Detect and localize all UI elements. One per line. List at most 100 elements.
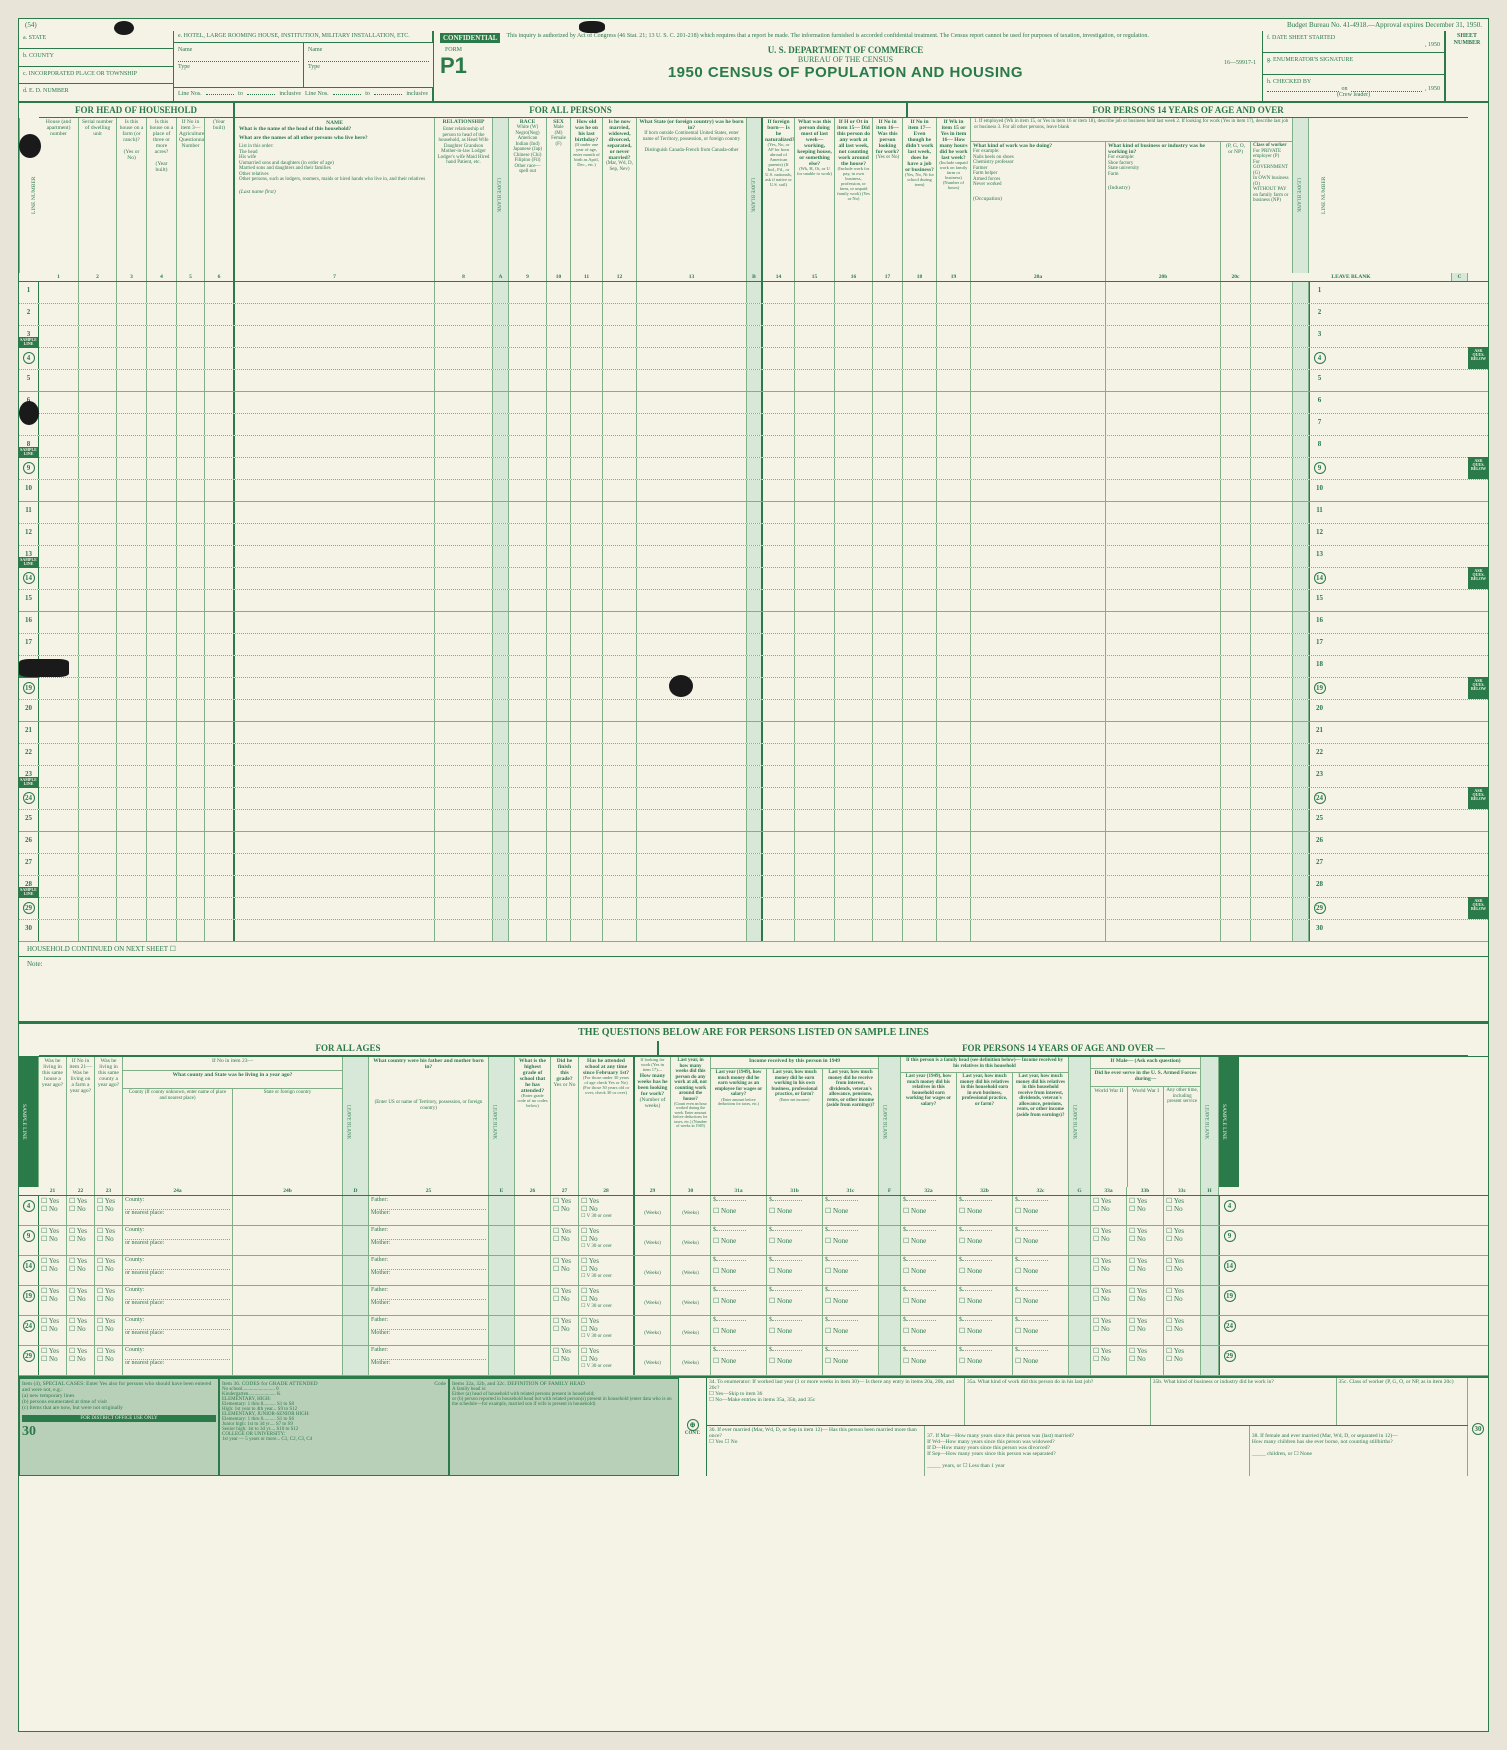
leave-blank-f: LEAVE BLANK [879,1057,901,1187]
footer-circle-30: 30 [1468,1378,1488,1476]
col-6-header: (Year built) [205,118,235,273]
footer-q36[interactable]: 36. If ever married (Mar, Wd, D, or Sep … [707,1426,925,1476]
col-31-group: Income received by this person in 1949 L… [711,1057,879,1187]
data-row[interactable]: 88 [19,436,1488,458]
data-row[interactable]: 2626 [19,832,1488,854]
data-row[interactable]: 2828 [19,876,1488,898]
data-row[interactable]: 1212 [19,524,1488,546]
footer-q35b[interactable]: 35b. What kind of business or industry d… [1151,1378,1337,1425]
data-row[interactable]: 77 [19,414,1488,436]
sample-row[interactable]: 24YesNoYesNoYesNoCounty:or nearest place… [19,1316,1488,1346]
footer-q37[interactable]: 37. If Mar—How many years since this per… [925,1426,1250,1476]
damage-mark [669,675,693,697]
data-row[interactable]: 2525 [19,810,1488,832]
data-row[interactable]: 44SAMPLE LINEASK QUES. BELOW [19,348,1488,370]
sample-row[interactable]: 4YesNoYesNoYesNoCounty:or nearest place:… [19,1196,1488,1226]
col-20a-header: What kind of work was he doing? For exam… [971,142,1106,273]
col-28-header: Has he attended school at any time since… [579,1057,635,1187]
col-19-hours-header: If Wk in item 15 or Yes in item 16— How … [937,118,971,273]
continued-row: HOUSEHOLD CONTINUED ON NEXT SHEET ☐ [19,942,1488,957]
data-row[interactable]: 33 [19,326,1488,348]
footer-q34[interactable]: 34. To enumerator: If worked last year (… [707,1378,965,1425]
bureau-name: BUREAU OF THE CENSUS [477,55,1214,64]
data-row[interactable]: 2323 [19,766,1488,788]
col-30-header: Last year, in how many weeks did this pe… [671,1057,711,1187]
col-29-header: If looking for work (Yes in item 17)— Ho… [635,1057,671,1187]
col-3-header: Is this house on a farm (or ranch)?(Yes … [117,118,147,273]
data-row[interactable]: 1010 [19,480,1488,502]
damage-mark [114,21,134,35]
sample-row[interactable]: 14YesNoYesNoYesNoCounty:or nearest place… [19,1256,1488,1286]
data-row[interactable]: 2727 [19,854,1488,876]
footer-q35a[interactable]: 35a. What kind of work did this person d… [965,1378,1151,1425]
top-meta-bar: (54) Budget Bureau No. 41-4918.—Approval… [19,19,1488,31]
data-rows: 11223344SAMPLE LINEASK QUES. BELOW556677… [19,282,1488,942]
hotel-name-1[interactable]: NameType [174,43,304,87]
field-ed-number[interactable]: d. E. D. NUMBER [19,84,174,101]
col-9-race-header: RACE White (W) Negro(Neg) American India… [509,118,547,273]
leave-blank-d: LEAVE BLANK [343,1057,369,1187]
confidential-text: This inquiry is authorized by Act of Con… [506,33,1256,43]
col-21-header: Was he living in this same house a year … [39,1057,67,1187]
data-row[interactable]: 55 [19,370,1488,392]
census-title: 1950 CENSUS OF POPULATION AND HOUSING [477,64,1214,81]
confidential-badge: CONFIDENTIAL [440,33,500,43]
data-row[interactable]: 1818 [19,656,1488,678]
section-over-14: FOR PERSONS 14 YEARS OF AGE AND OVER [908,103,1468,118]
data-row[interactable]: 1111 [19,502,1488,524]
col-18-has-job-header: If No in item 17— Even though he didn't … [903,118,937,273]
data-row[interactable]: 1414SAMPLE LINEASK QUES. BELOW [19,568,1488,590]
data-row[interactable]: 2222 [19,744,1488,766]
form-header: a. STATE b. COUNTY c. INCORPORATED PLACE… [19,31,1488,103]
household-continued[interactable]: HOUSEHOLD CONTINUED ON NEXT SHEET ☐ [27,945,176,953]
data-row[interactable]: 3030 [19,920,1488,942]
data-row[interactable]: 1313 [19,546,1488,568]
col-20-group-header: 1. If employed (Wk in item 15, or Yes in… [971,118,1293,273]
col-24-group: If No in item 23— What county and State … [123,1057,343,1187]
cont-badge: ⊕ CONT. [679,1378,707,1476]
damage-mark [19,659,69,677]
leave-blank-e: LEAVE BLANK [489,1057,515,1187]
field-checked-by[interactable]: h. CHECKED BY on, 1950 (Crew leader) [1263,75,1445,101]
line-nos-row[interactable]: Line Nos. to inclusive Line Nos. to incl… [174,87,433,101]
sheet-number-box[interactable]: SHEET NUMBER [1446,31,1488,101]
data-row[interactable]: 99SAMPLE LINEASK QUES. BELOW [19,458,1488,480]
field-state[interactable]: a. STATE [19,31,174,49]
col-22-header: If No in item 21— Was he living on a far… [67,1057,95,1187]
col-14-naturalized-header: If foreign born— Is he naturalized? (Yes… [763,118,795,273]
data-row[interactable]: 2121 [19,722,1488,744]
field-date-started[interactable]: f. DATE SHEET STARTED , 1950 [1263,31,1445,53]
form-p1: P1 [440,53,467,79]
sample-row[interactable]: 19YesNoYesNoYesNoCounty:or nearest place… [19,1286,1488,1316]
col-16-work-header: If H or Ot in item 15— Did this person d… [835,118,873,273]
damage-mark [19,401,39,425]
section-all-persons: FOR ALL PERSONS [235,103,908,118]
data-row[interactable]: 22 [19,304,1488,326]
sample-line-label-left: SAMPLE LINE [19,1057,39,1187]
data-row[interactable]: 1717 [19,634,1488,656]
leave-blank-b: LEAVE BLANK [747,118,763,273]
sample-row[interactable]: 29YesNoYesNoYesNoCounty:or nearest place… [19,1346,1488,1376]
data-row[interactable]: 2020 [19,700,1488,722]
footer-q35c[interactable]: 35c. Class of worker (P, G, O, or NP, as… [1337,1378,1469,1425]
data-row[interactable]: 1515 [19,590,1488,612]
data-row[interactable]: 1616 [19,612,1488,634]
data-row[interactable]: 2424SAMPLE LINEASK QUES. BELOW [19,788,1488,810]
field-place[interactable]: c. INCORPORATED PLACE OR TOWNSHIP [19,67,174,85]
data-row[interactable]: 66 [19,392,1488,414]
field-enumerator-sig[interactable]: g. ENUMERATOR'S SIGNATURE [1263,53,1445,75]
col-20c-header: (P, G, O, or NP) [1221,142,1251,273]
col-20c-text: Class of worker For PRIVATE employer (P)… [1251,142,1293,273]
footer-q38[interactable]: 38. If female and ever married (Mar, Wd,… [1250,1426,1468,1476]
hotel-name-2[interactable]: NameType [304,43,433,87]
sample-row[interactable]: 9YesNoYesNoYesNoCounty:or nearest place:… [19,1226,1488,1256]
data-row[interactable]: 1919SAMPLE LINEASK QUES. BELOW [19,678,1488,700]
col-32-group: If this person is a family head (see def… [901,1057,1069,1187]
data-row[interactable]: 11 [19,282,1488,304]
field-county[interactable]: b. COUNTY [19,49,174,67]
data-row[interactable]: 2929SAMPLE LINEASK QUES. BELOW [19,898,1488,920]
leave-blank-a: LEAVE BLANK [493,118,509,273]
col-25-header: What country were his father and mother … [369,1057,489,1187]
col-8-relationship-header: RELATIONSHIP Enter relationship of perso… [435,118,493,273]
note-area[interactable]: Note: [19,957,1488,1017]
